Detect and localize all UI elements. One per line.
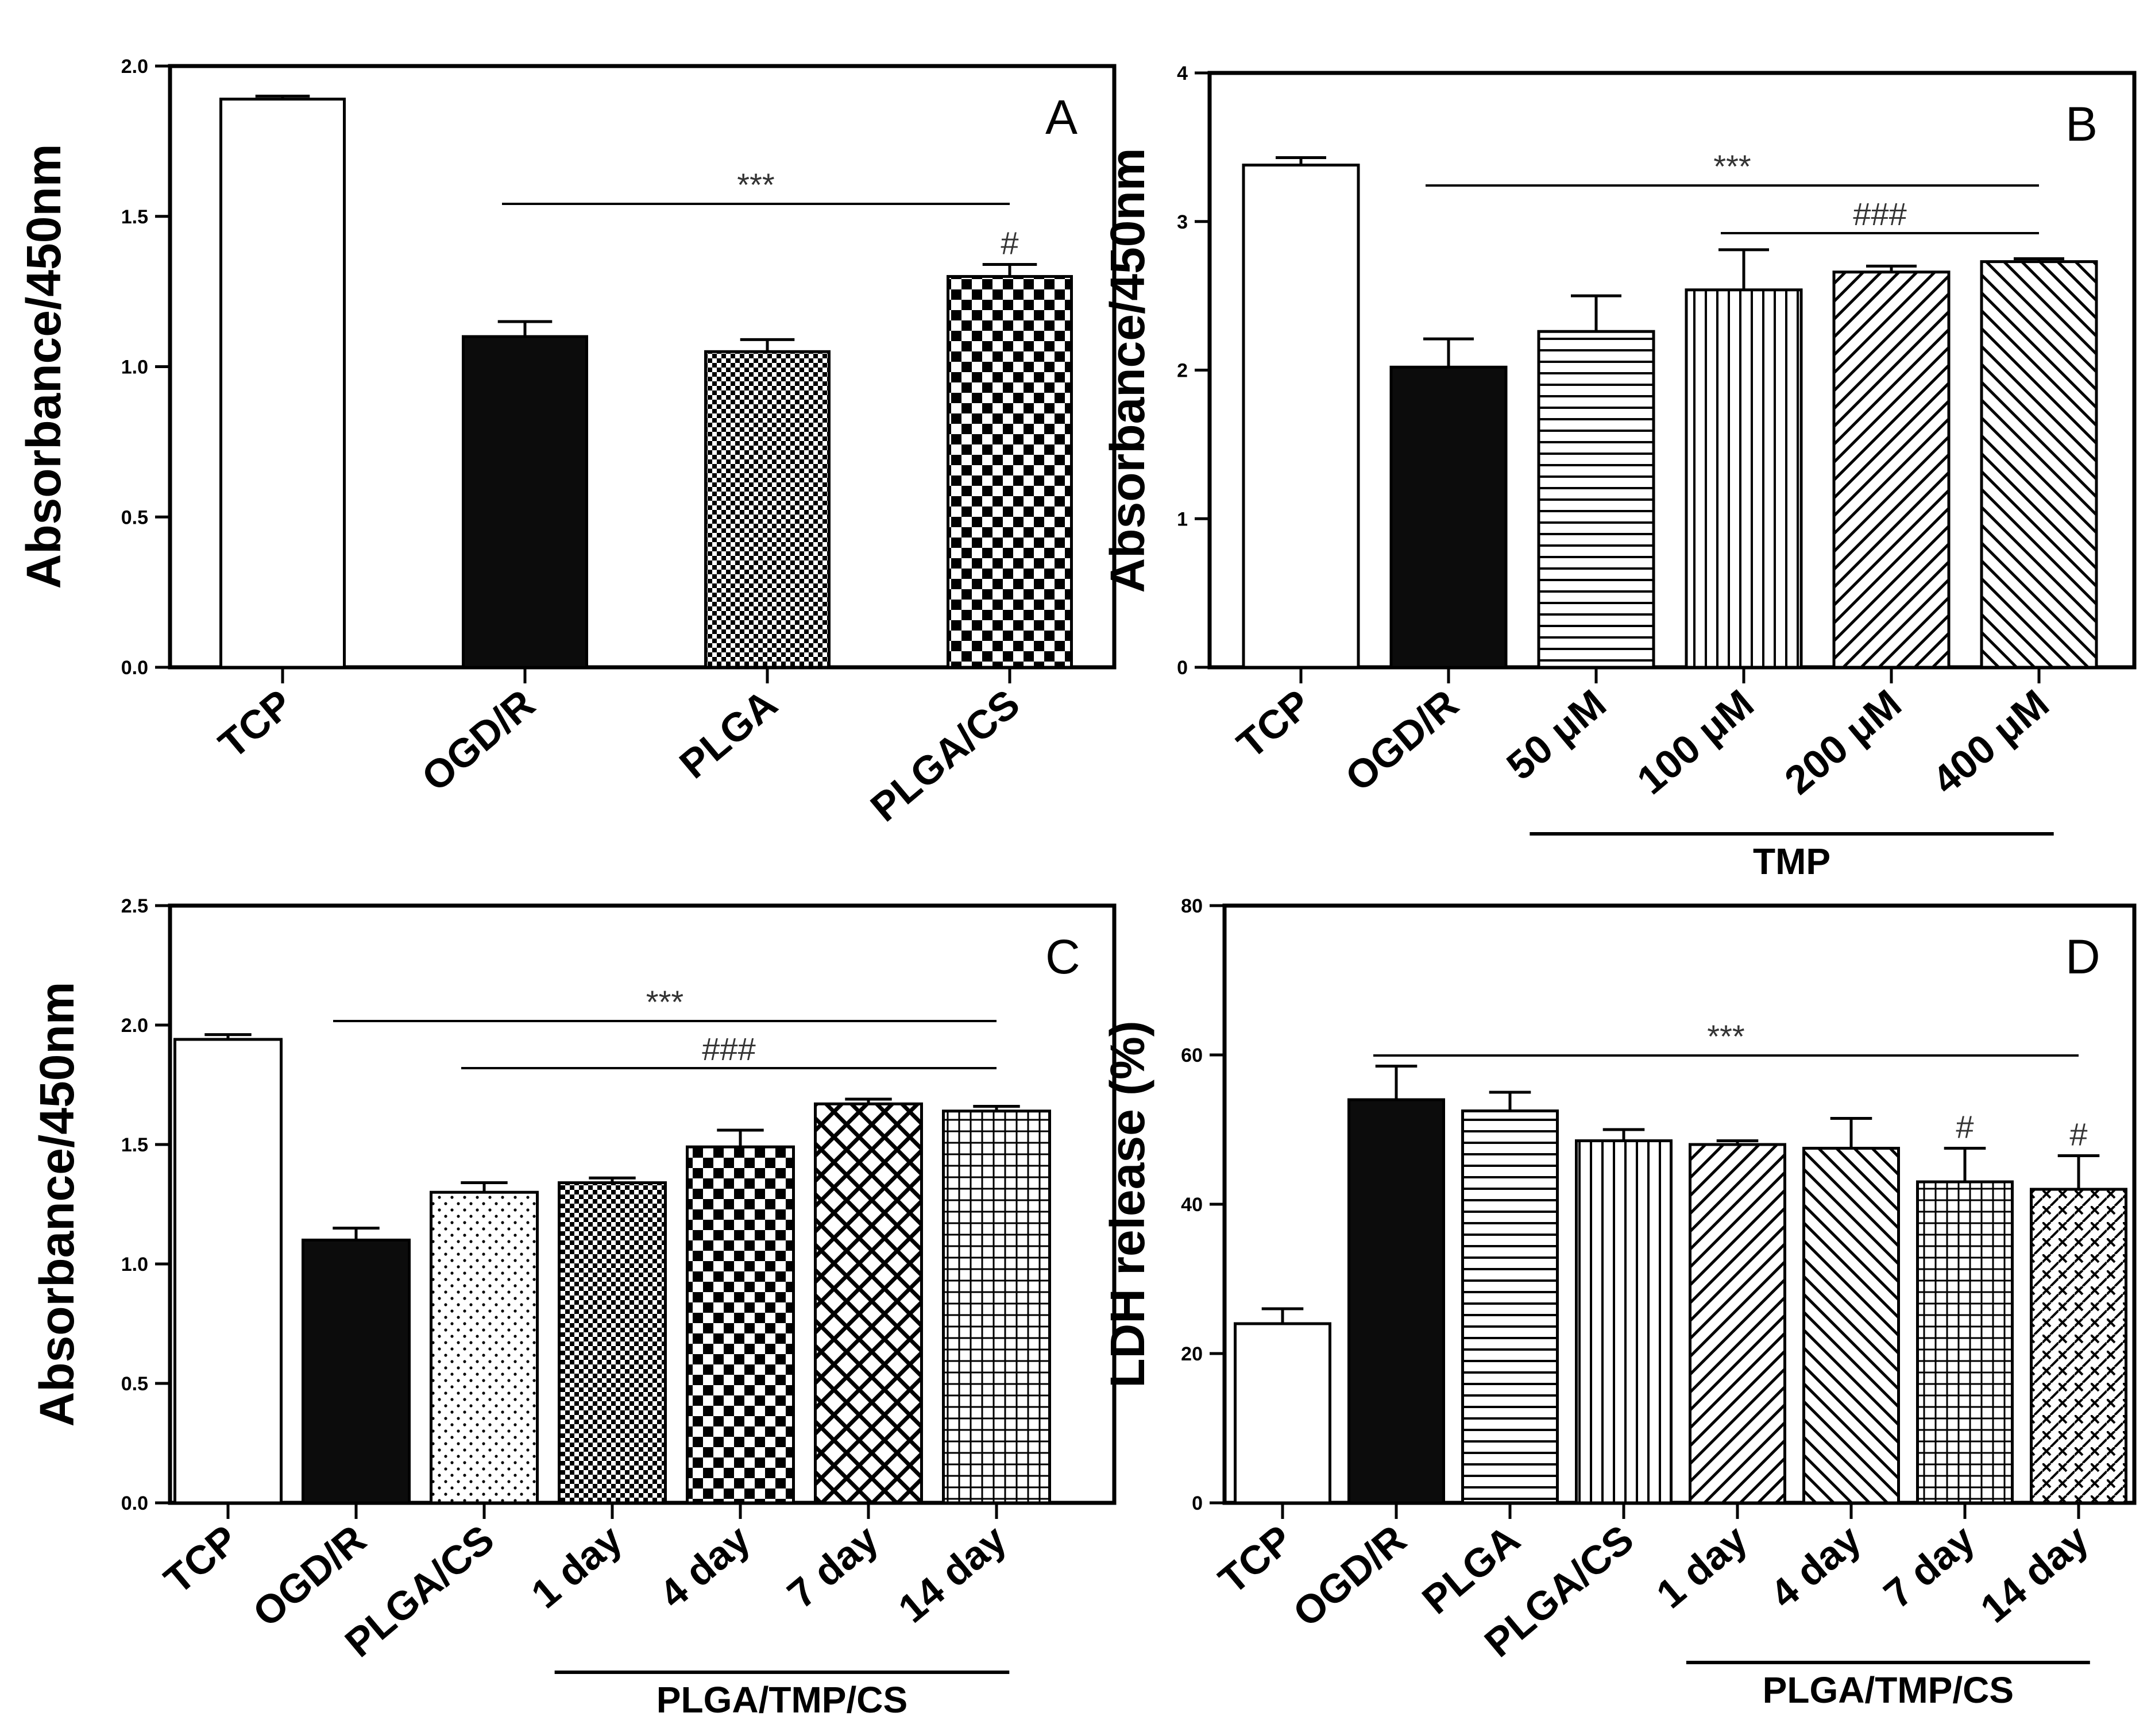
y-tick-label: 1.0: [121, 1254, 148, 1275]
group-label: PLGA/TMP/CS: [656, 1679, 907, 1720]
bar-1: [219, 98, 346, 669]
y-tick-label: 0.0: [121, 657, 148, 679]
bar-3: [430, 1190, 539, 1505]
bar-3: [1461, 1109, 1559, 1505]
bar-7: [1916, 1180, 2014, 1505]
category-label: 4 day: [1762, 1517, 1869, 1617]
category-label: TCP: [1210, 1517, 1300, 1603]
panel-letter: B: [2065, 97, 2098, 151]
significance-label: ###: [1853, 196, 1906, 232]
significance-label: ###: [702, 1031, 755, 1067]
category-label: 1 day: [1648, 1517, 1755, 1617]
significance-label: ***: [737, 167, 774, 203]
category-label: OGD/R: [414, 681, 543, 800]
y-tick-label: 1.5: [121, 206, 148, 228]
y-axis-title: Absorbance/450nm: [1100, 148, 1154, 593]
y-axis-title: Absorbance/450nm: [17, 144, 71, 589]
category-label: 14 day: [1972, 1517, 2097, 1631]
category-label: TCP: [156, 1517, 246, 1603]
category-label: PLGA: [671, 681, 786, 787]
bar-6: [1802, 1147, 1900, 1505]
bar-4: [1575, 1139, 1673, 1505]
bar-6: [814, 1102, 923, 1505]
category-label: TCP: [210, 681, 300, 767]
category-label: 400 μM: [1924, 681, 2057, 803]
y-tick-label: 2.5: [121, 895, 148, 917]
category-label: 14 day: [890, 1517, 1015, 1631]
significance-mark: #: [1001, 225, 1018, 261]
bar-3: [704, 350, 831, 669]
bar-1: [1234, 1322, 1331, 1505]
y-tick-label: 0.5: [121, 1373, 148, 1395]
bar-5: [1832, 270, 1951, 669]
category-label: 100 μM: [1629, 681, 1762, 803]
category-label: 4 day: [651, 1517, 758, 1617]
bar-8: [2030, 1188, 2127, 1505]
bar-2: [302, 1238, 411, 1505]
category-label: 1 day: [523, 1517, 630, 1617]
y-tick-label: 2.0: [121, 1015, 148, 1037]
bar-7: [942, 1109, 1051, 1505]
bar-6: [1980, 260, 2098, 669]
category-label: 50 μM: [1498, 681, 1614, 788]
significance-label: ***: [1707, 1018, 1744, 1054]
panel-c: 0.00.51.01.52.02.5Absorbance/450nmCTCPOG…: [30, 895, 1117, 1720]
bar-4: [558, 1181, 667, 1505]
significance-label: ***: [1713, 148, 1751, 184]
category-label: 7 day: [1875, 1517, 1983, 1617]
y-tick-label: 1.0: [121, 357, 148, 378]
bar-2: [1389, 365, 1508, 669]
bar-4: [1685, 288, 1803, 669]
y-tick-label: 3: [1177, 211, 1188, 233]
bar-1: [173, 1038, 283, 1505]
panel-a: 0.0 0.5 1.0 1.5 2.0 Absorbance/450nm A TCP OGD/R…: [17, 56, 1117, 830]
bar-2: [1347, 1098, 1445, 1505]
y-tick-label: 4: [1177, 63, 1188, 84]
bar-2: [462, 335, 588, 669]
y-axis-title: LDH release (%): [1100, 1020, 1154, 1388]
significance-mark: #: [2069, 1116, 2087, 1153]
y-tick-label: 0: [1177, 657, 1188, 679]
category-label: PLGA/CS: [862, 681, 1028, 830]
category-label: TCP: [1229, 681, 1319, 767]
group-label: TMP: [1753, 841, 1830, 882]
y-tick-label: 1: [1177, 508, 1188, 530]
y-tick-label: 2: [1177, 360, 1188, 382]
bar-5: [1689, 1143, 1786, 1505]
y-tick-label: 60: [1181, 1045, 1203, 1066]
category-label: OGD/R: [1285, 1517, 1415, 1636]
group-label: PLGA/TMP/CS: [1763, 1669, 2014, 1711]
y-tick-label: 2.0: [121, 56, 148, 78]
bar-5: [686, 1145, 795, 1505]
bar-3: [1537, 330, 1655, 669]
bar-1: [1242, 163, 1360, 669]
significance-mark: #: [1956, 1109, 1974, 1145]
category-label: OGD/R: [1337, 681, 1467, 800]
category-label: 200 μM: [1776, 681, 1910, 803]
y-tick-label: 1.5: [121, 1134, 148, 1156]
y-tick-label: 40: [1181, 1194, 1203, 1216]
bar-4: [947, 274, 1073, 669]
panel-letter: D: [2065, 930, 2100, 984]
panel-b: 0 1 2 3 4 Absorbance/450nm B TCP OGD/R 50 μM 100 μ…: [1100, 63, 2137, 882]
y-tick-label: 20: [1181, 1343, 1203, 1365]
significance-label: ***: [646, 984, 683, 1020]
y-tick-label: 80: [1181, 895, 1203, 917]
panel-letter: C: [1045, 930, 1080, 984]
category-label: 7 day: [779, 1517, 886, 1617]
y-tick-label: 0.5: [121, 507, 148, 528]
y-tick-label: 0.0: [121, 1493, 148, 1514]
y-tick-label: 0: [1192, 1493, 1203, 1514]
y-axis-title: Absorbance/450nm: [30, 982, 84, 1427]
panel-letter: A: [1045, 90, 1078, 144]
